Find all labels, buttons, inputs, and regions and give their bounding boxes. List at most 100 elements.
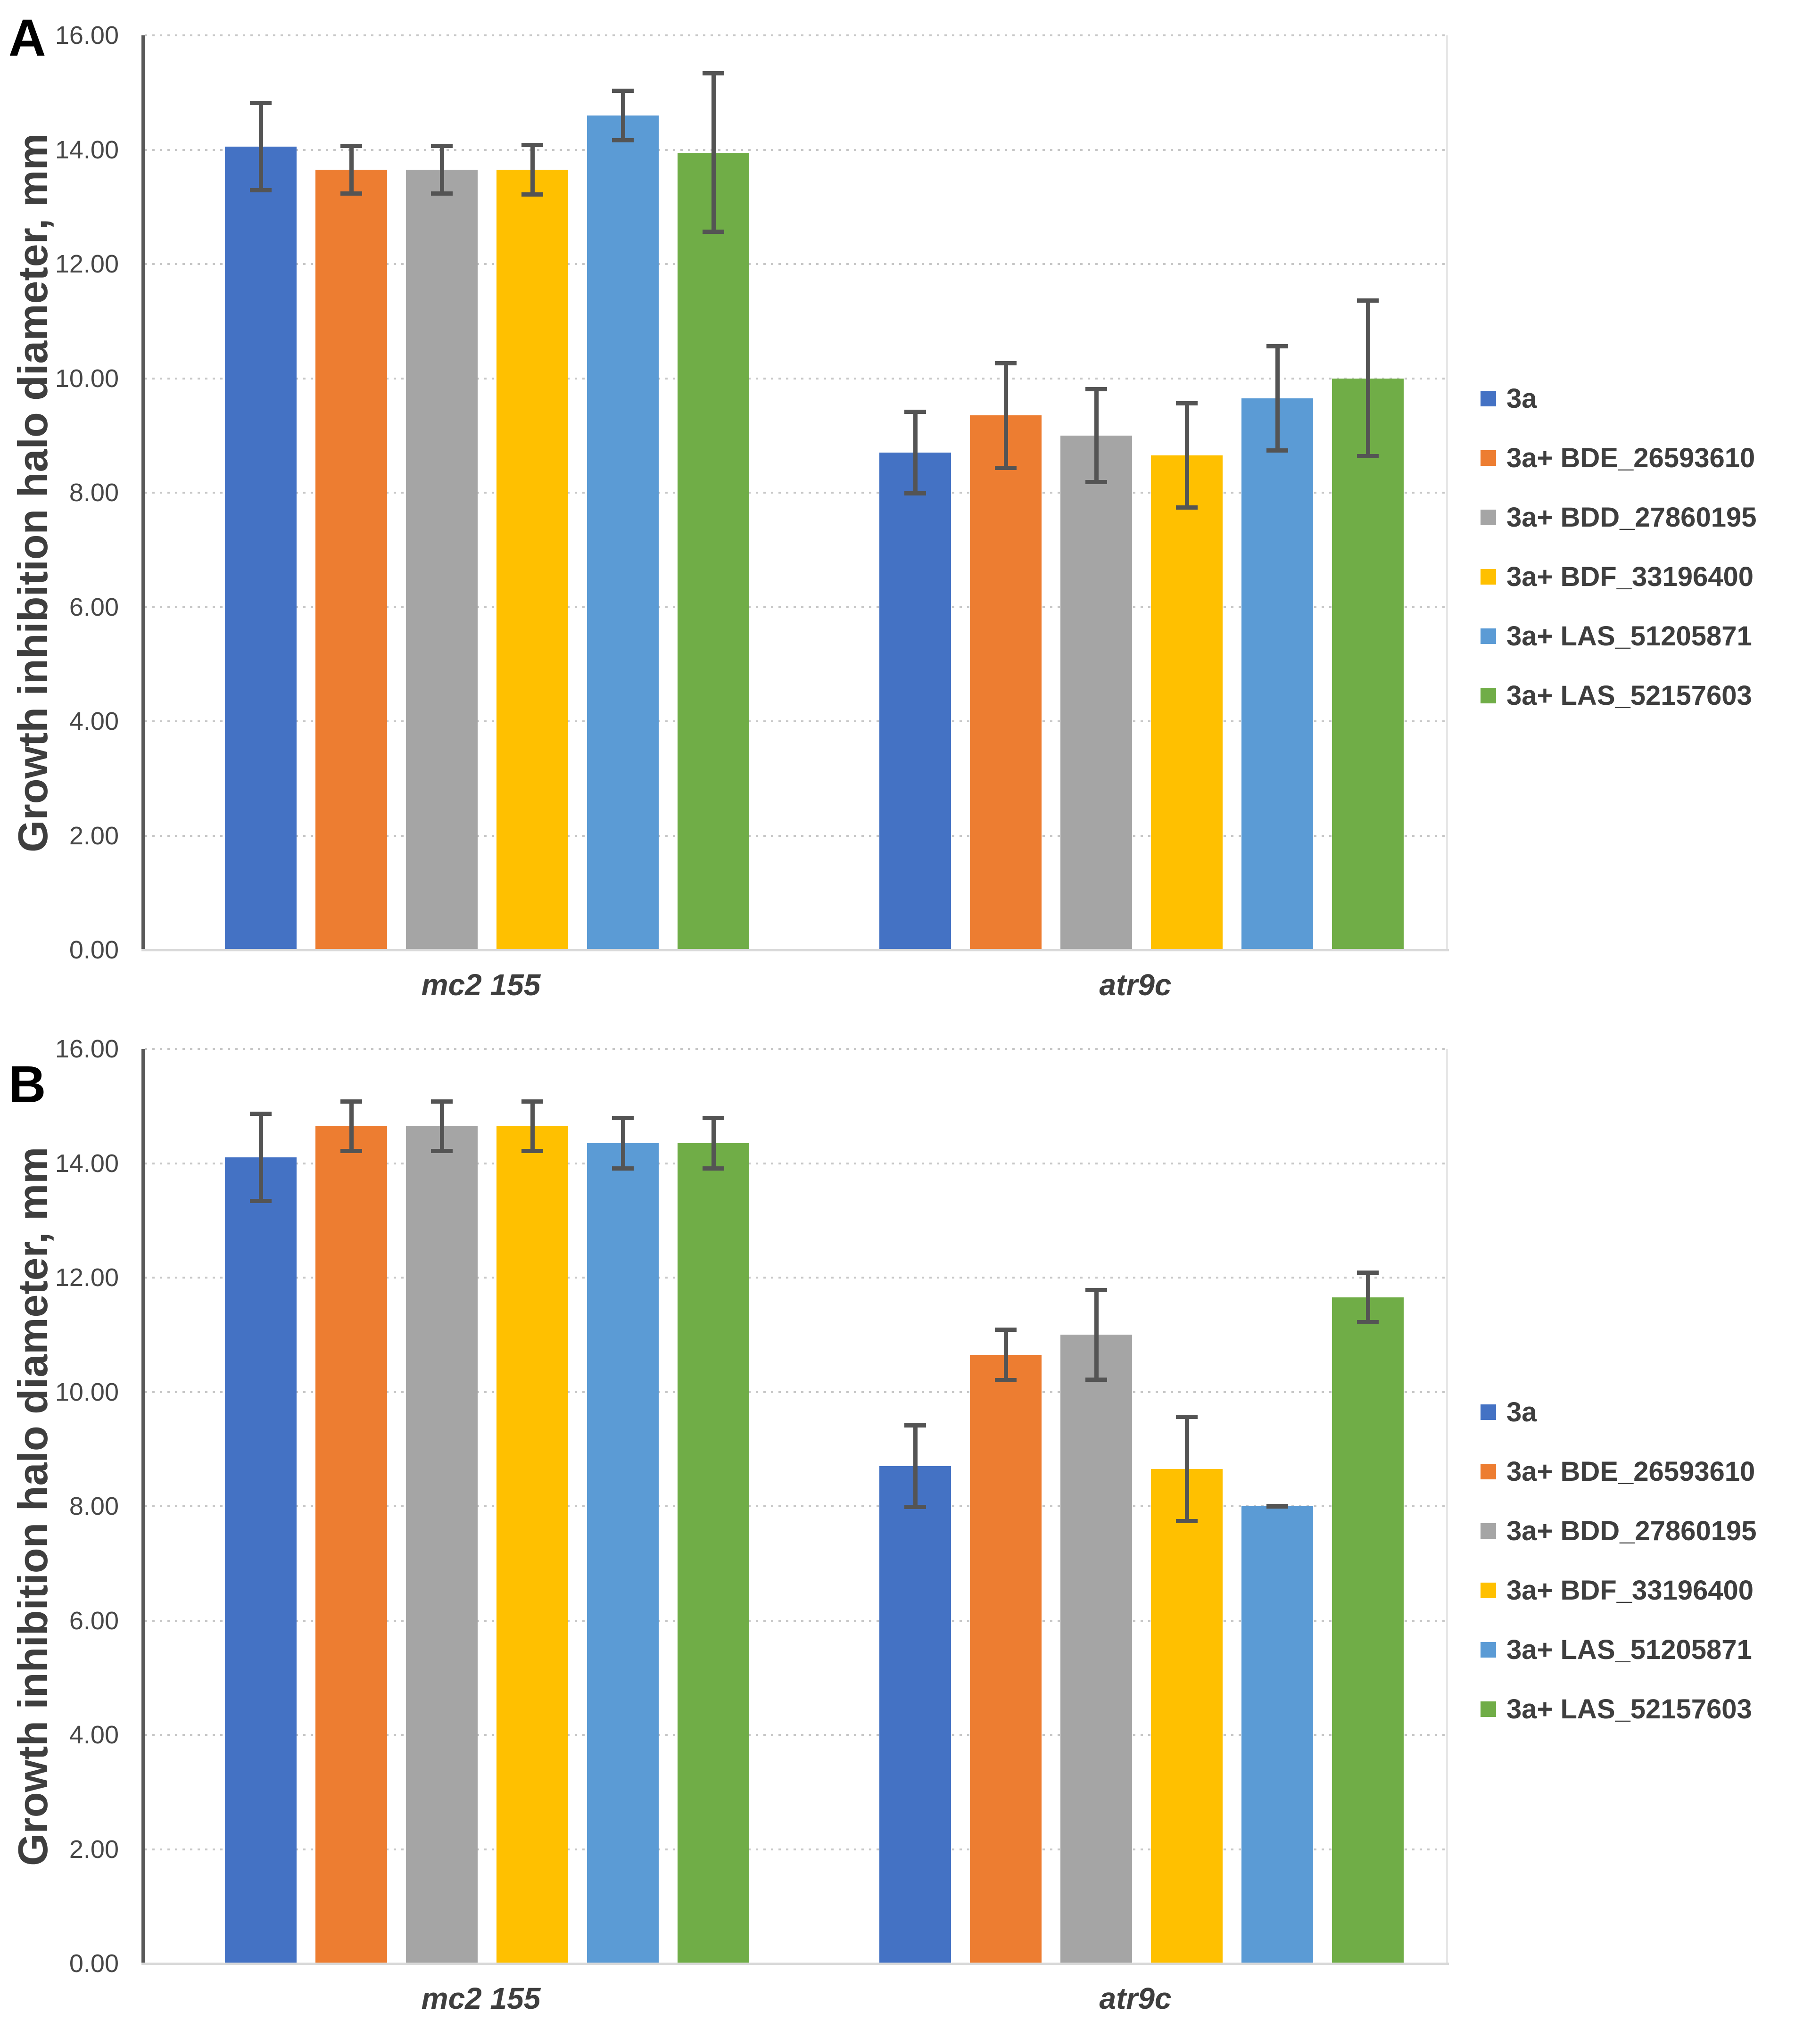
error-bar <box>703 71 724 234</box>
bar-slot <box>1241 1049 1313 1964</box>
error-bar-line <box>530 142 535 197</box>
plot-area <box>141 34 1449 951</box>
error-bar-line <box>1275 344 1280 453</box>
y-tick-label: 0.00 <box>69 936 119 964</box>
category-label: atr9c <box>1099 1981 1172 2015</box>
error-bar-line <box>1004 1327 1008 1382</box>
bar <box>970 1354 1042 1964</box>
error-bar-cap-bottom <box>340 191 362 196</box>
bar <box>1241 1506 1313 1964</box>
error-bar-cap-bottom <box>1085 1377 1107 1382</box>
error-bar-cap-bottom <box>250 1199 272 1204</box>
bar-slot <box>879 1049 951 1964</box>
gridline <box>145 1734 1446 1736</box>
error-bar <box>1085 387 1107 484</box>
error-bar-cap-bottom <box>995 1378 1017 1382</box>
error-bar-line <box>711 71 716 234</box>
legend-swatch <box>1481 1404 1496 1420</box>
legend-row: 3a <box>1481 1382 1756 1442</box>
legend-label: 3a+ LAS_51205871 <box>1506 620 1752 652</box>
error-bar-line <box>621 88 625 142</box>
legend-label: 3a+ BDE_26593610 <box>1506 1456 1755 1487</box>
gridline <box>145 720 1446 722</box>
bar-slot <box>225 1049 297 1964</box>
error-bar-cap-bottom <box>340 1148 362 1153</box>
error-bar-line <box>259 101 263 193</box>
legend-swatch <box>1481 1642 1496 1658</box>
panel-letter: B <box>8 1056 46 1114</box>
legend: 3a 3a+ BDE_26593610 3a+ BDD_27860195 3a+ BD… <box>1481 369 1756 725</box>
legend-swatch <box>1481 509 1496 525</box>
bar-slot <box>406 35 478 950</box>
bar-slot <box>879 35 951 950</box>
bar-slot <box>406 1049 478 1964</box>
y-tick-label: 14.00 <box>55 1149 119 1178</box>
error-bar <box>1176 1415 1198 1524</box>
bar <box>496 1126 568 1964</box>
legend-label: 3a+ BDF_33196400 <box>1506 1575 1754 1606</box>
error-bar <box>904 1423 926 1510</box>
bar-slot <box>1060 1049 1132 1964</box>
error-bar-cap-bottom <box>703 1166 724 1171</box>
y-tick-label: 10.00 <box>55 1378 119 1406</box>
bar <box>315 169 387 950</box>
legend-label: 3a+ BDF_33196400 <box>1506 561 1754 592</box>
legend-label: 3a+ BDD_27860195 <box>1506 502 1757 533</box>
legend-label: 3a+ LAS_52157603 <box>1506 680 1752 711</box>
legend-row: 3a+ BDF_33196400 <box>1481 547 1756 606</box>
bar-slot <box>1332 1049 1404 1964</box>
plot-area <box>141 1048 1449 1965</box>
y-tick-label: 12.00 <box>55 250 119 278</box>
gridline <box>145 492 1446 494</box>
bar <box>879 1466 951 1964</box>
error-bar-cap-top <box>1266 344 1288 348</box>
bar <box>1151 455 1223 950</box>
y-tick-label: 0.00 <box>69 1949 119 1978</box>
category-label: mc2 155 <box>421 968 541 1002</box>
panel-b: B Growth inhibition halo diameter, mm 16… <box>0 1014 1820 2030</box>
error-bar-cap-top <box>1085 1287 1107 1292</box>
error-bar <box>995 361 1017 470</box>
gridline <box>145 1162 1446 1164</box>
error-bar-line <box>1185 1415 1189 1524</box>
legend-label: 3a <box>1506 1396 1537 1428</box>
gridline <box>145 1848 1446 1850</box>
error-bar-cap-bottom <box>1266 448 1288 453</box>
error-bar-cap-bottom <box>431 1148 453 1153</box>
bar <box>678 152 749 950</box>
legend-swatch <box>1481 390 1496 406</box>
bar <box>1151 1469 1223 1964</box>
error-bar <box>250 1112 272 1204</box>
bar-slot <box>1241 35 1313 950</box>
error-bar-cap-bottom <box>1176 505 1198 510</box>
error-bar-cap-top <box>1357 1271 1379 1275</box>
error-bar <box>340 1099 362 1153</box>
bar-slot <box>587 35 659 950</box>
error-bar <box>1266 1504 1288 1509</box>
bar <box>1060 435 1132 950</box>
bar-group <box>879 35 1404 950</box>
bar-slot <box>496 1049 568 1964</box>
error-bar-cap-top <box>703 71 724 76</box>
legend-label: 3a <box>1506 383 1537 414</box>
bar <box>1241 398 1313 950</box>
error-bar-cap-bottom <box>521 192 543 197</box>
error-bar-line <box>1094 1287 1099 1382</box>
error-bar-cap-top <box>521 1099 543 1104</box>
error-bar-line <box>349 144 354 196</box>
error-bar <box>431 1099 453 1153</box>
bar <box>406 1126 478 1964</box>
y-tick-label: 6.00 <box>69 1606 119 1635</box>
legend-swatch <box>1481 1523 1496 1539</box>
error-bar <box>703 1115 724 1171</box>
bar-slot <box>1151 1049 1223 1964</box>
bar <box>496 169 568 950</box>
error-bar-cap-top <box>250 1112 272 1116</box>
error-bar-line <box>913 1423 918 1510</box>
error-bar <box>1176 401 1198 510</box>
error-bar-cap-top <box>612 88 634 93</box>
error-bar-cap-bottom <box>904 1505 926 1510</box>
error-bar-cap-bottom <box>1266 1504 1288 1509</box>
legend-row: 3a+ BDF_33196400 <box>1481 1560 1756 1620</box>
legend: 3a 3a+ BDE_26593610 3a+ BDD_27860195 3a+ BD… <box>1481 1382 1756 1739</box>
